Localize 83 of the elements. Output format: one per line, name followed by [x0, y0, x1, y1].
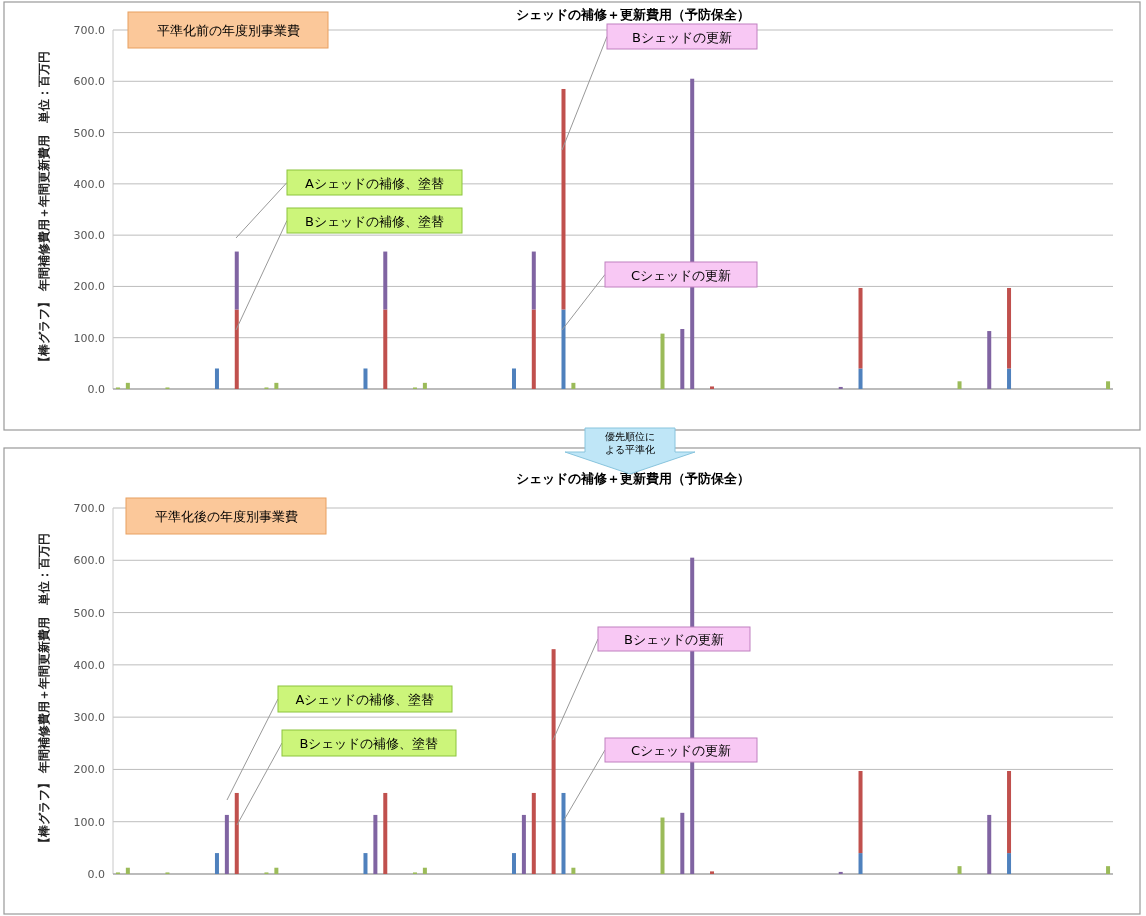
bar [561, 792, 566, 874]
bar [858, 853, 863, 874]
y-tick-label: 600.0 [73, 75, 105, 89]
y-tick-label: 0.0 [87, 868, 105, 881]
bar [363, 368, 368, 389]
bar [987, 814, 992, 874]
bar [660, 817, 665, 874]
bar [1007, 853, 1012, 874]
bar [234, 309, 239, 389]
bar [1106, 866, 1111, 874]
bar [214, 853, 219, 874]
bar [1007, 771, 1012, 854]
annotation: Aシェッドの補修、塗替 [295, 692, 435, 707]
bar [422, 382, 427, 389]
bar [511, 853, 516, 874]
bar [1007, 287, 1012, 369]
y-tick-label: 400.0 [73, 658, 105, 672]
annotation: Bシェッドの補修、塗替 [299, 736, 439, 751]
y-axis-title: 【棒グラフ】 年間補修費用＋年間更新費用 単位：百万円 [37, 532, 51, 850]
chart-title: シェッドの補修＋更新費用（予防保全） [516, 7, 750, 22]
bar [710, 871, 715, 874]
bar [125, 382, 130, 389]
bar [561, 309, 566, 389]
annotation: 平準化後の年度別事業費 [154, 509, 298, 524]
bar [363, 853, 368, 874]
bar [680, 329, 685, 389]
bar [561, 88, 566, 310]
y-tick-label: 300.0 [73, 711, 105, 725]
bar [571, 382, 576, 389]
bar [858, 771, 863, 854]
bar [551, 649, 556, 874]
y-tick-label: 400.0 [73, 177, 105, 191]
y-tick-label: 300.0 [73, 229, 105, 243]
annotation: Bシェッドの更新 [632, 29, 732, 45]
y-axis-title: 【棒グラフ】 年間補修費用＋年間更新費用 単位：百万円 [37, 51, 51, 368]
bar [858, 368, 863, 389]
bar [383, 309, 388, 389]
y-tick-label: 200.0 [73, 763, 105, 777]
bar [957, 866, 962, 874]
bar [660, 333, 665, 389]
annotation: 平準化前の年度別事業費 [156, 23, 300, 38]
bar [1007, 368, 1012, 389]
bar [838, 386, 843, 389]
bar [224, 814, 229, 874]
bar [214, 368, 219, 389]
y-tick-label: 100.0 [73, 815, 105, 829]
bar [531, 792, 536, 874]
bar [422, 867, 427, 874]
bar [571, 867, 576, 874]
bar [710, 386, 715, 389]
y-tick-label: 200.0 [73, 280, 105, 294]
bar [1106, 381, 1111, 389]
y-tick-label: 700.0 [73, 502, 105, 515]
bar [531, 309, 536, 389]
y-tick-label: 500.0 [73, 606, 105, 620]
bar [957, 381, 962, 389]
bar [858, 287, 863, 369]
annotation: Aシェッドの補修、塗替 [305, 175, 444, 191]
y-tick-label: 0.0 [87, 383, 105, 396]
bar [511, 368, 516, 389]
y-tick-label: 500.0 [73, 126, 105, 140]
annotation: Bシェッドの更新 [624, 632, 724, 647]
bar [987, 331, 992, 389]
annotation: Cシェッドの更新 [630, 743, 732, 758]
bar [838, 871, 843, 874]
y-tick-label: 100.0 [73, 331, 105, 345]
bar [234, 792, 239, 874]
bar [373, 814, 378, 874]
bar [383, 251, 388, 310]
y-tick-label: 600.0 [73, 554, 105, 568]
bar [274, 382, 279, 389]
bar [274, 867, 279, 874]
bar [680, 812, 685, 874]
y-tick-label: 700.0 [73, 24, 105, 37]
bar [531, 251, 536, 310]
text: 優先順位による平準化 [605, 431, 655, 455]
bar [383, 792, 388, 874]
annotation: Cシェッドの更新 [630, 267, 732, 283]
chart-title: シェッドの補修＋更新費用（予防保全） [516, 471, 750, 486]
annotation: Bシェッドの補修、塗替 [305, 213, 444, 229]
bar [125, 867, 130, 874]
bar [521, 814, 526, 874]
bar [234, 251, 239, 310]
